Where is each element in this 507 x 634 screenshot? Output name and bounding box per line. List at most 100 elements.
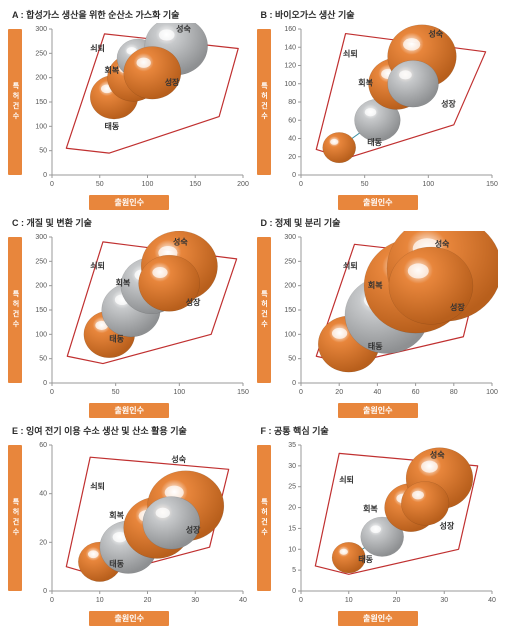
xtick-label: 50	[112, 389, 120, 396]
xlabel-box: 출원인수	[338, 403, 418, 418]
plot-area: 020406080100120140160050100150성숙쇠퇴회복성장태동	[273, 23, 500, 193]
panel-D: D : 정제 및 분리 기술 특허건수 05010015020025030002…	[257, 216, 500, 418]
xtick-label: 50	[96, 181, 104, 188]
ytick-label: 200	[284, 283, 296, 290]
xlabel-box: 출원인수	[89, 611, 169, 626]
bubble-highlight	[137, 58, 151, 68]
stage-label: 성숙	[428, 28, 443, 38]
stage-label: 회복	[116, 278, 131, 288]
xlabel-box: 출원인수	[338, 195, 418, 210]
stage-label: 성장	[441, 99, 456, 109]
bubble-highlight	[339, 549, 347, 555]
xtick-label: 40	[239, 597, 247, 604]
stage-label: 성장	[186, 525, 201, 535]
xtick-label: 10	[96, 597, 104, 604]
stage-label: 회복	[358, 78, 373, 88]
panel-title: B : 바이오가스 생산 기술	[261, 8, 500, 21]
ytick-label: 300	[284, 234, 296, 241]
panel-title: D : 정제 및 분리 기술	[261, 216, 500, 229]
ytick-label: 35	[288, 442, 296, 449]
bubble-highlight	[370, 525, 381, 533]
xtick-label: 20	[144, 597, 152, 604]
panel-A: A : 합성가스 생산을 위한 순산소 가스화 기술 특허건수 05010015…	[8, 8, 251, 210]
ytick-label: 15	[288, 525, 296, 532]
ytick-label: 300	[35, 234, 47, 241]
ytick-label: 10	[288, 546, 296, 553]
ytick-label: 40	[288, 136, 296, 143]
bubble-highlight	[330, 139, 338, 145]
bubble-highlight	[421, 461, 438, 473]
ytick-label: 200	[35, 75, 47, 82]
ytick-label: 100	[35, 331, 47, 338]
ylabel-text: 특허건수	[10, 498, 20, 538]
bubble-highlight	[152, 267, 167, 278]
ytick-label: 0	[43, 380, 47, 387]
ylabel-text: 특허건수	[10, 290, 20, 330]
xtick-label: 200	[237, 181, 249, 188]
ytick-label: 250	[284, 258, 296, 265]
ytick-label: 40	[39, 491, 47, 498]
xtick-label: 30	[191, 597, 199, 604]
stage-label: 쇠퇴	[90, 43, 105, 53]
xlabel-box: 출원인수	[338, 611, 418, 626]
xtick-label: 50	[360, 181, 368, 188]
stage-label: 성숙	[429, 450, 444, 460]
stage-label: 회복	[363, 504, 378, 514]
bubble-highlight	[364, 108, 375, 116]
bubble-highlight	[407, 263, 428, 278]
xtick-label: 40	[488, 597, 496, 604]
panel-F: F : 공통 핵심 기술 특허건수 0510152025303501020304…	[257, 424, 500, 626]
ylabel-text: 특허건수	[259, 498, 269, 538]
ytick-label: 20	[288, 154, 296, 161]
bubble-highlight	[399, 70, 412, 79]
panel-C: C : 개질 및 변환 기술 특허건수 05010015020025030005…	[8, 216, 251, 418]
xtick-label: 0	[299, 597, 303, 604]
ytick-label: 250	[35, 50, 47, 57]
ytick-label: 60	[288, 117, 296, 124]
ytick-label: 20	[39, 539, 47, 546]
plot-area: 050100150200250300050100150성숙쇠퇴회복성장태동	[24, 231, 251, 401]
ytick-label: 0	[292, 380, 296, 387]
stage-label: 회복	[109, 510, 124, 520]
ytick-label: 0	[292, 172, 296, 179]
ytick-label: 50	[288, 356, 296, 363]
xtick-label: 100	[173, 389, 185, 396]
xtick-label: 150	[486, 181, 498, 188]
ytick-label: 20	[288, 505, 296, 512]
ylabel-box: 특허건수	[257, 29, 271, 175]
ytick-label: 80	[288, 99, 296, 106]
stage-label: 성숙	[176, 23, 191, 33]
stage-label: 성숙	[171, 454, 186, 464]
stage-label: 태동	[109, 559, 124, 569]
bubble-highlight	[403, 38, 420, 50]
xtick-label: 20	[335, 389, 343, 396]
stage-label: 태동	[367, 341, 382, 351]
xtick-label: 0	[299, 389, 303, 396]
plot-area: 05101520253035010203040성숙쇠퇴회복성장태동	[273, 439, 500, 609]
xtick-label: 0	[50, 181, 54, 188]
xtick-label: 100	[142, 181, 154, 188]
ylabel-text: 특허건수	[259, 82, 269, 122]
bubble-highlight	[156, 508, 170, 518]
bubble	[401, 481, 449, 525]
ytick-label: 50	[39, 148, 47, 155]
stage-label: 쇠퇴	[339, 475, 354, 485]
bubble	[387, 60, 438, 107]
bubble-highlight	[412, 491, 424, 500]
bubble-highlight	[331, 328, 346, 339]
bubble-highlight	[159, 29, 175, 40]
plot-area: 0204060010203040성숙쇠퇴회복성장태동	[24, 439, 251, 609]
panel-title: A : 합성가스 생산을 위한 순산소 가스화 기술	[12, 8, 251, 21]
ytick-label: 100	[35, 123, 47, 130]
xlabel-box: 출원인수	[89, 195, 169, 210]
ylabel-box: 특허건수	[8, 237, 22, 383]
xtick-label: 20	[392, 597, 400, 604]
xtick-label: 60	[411, 389, 419, 396]
bubble	[124, 46, 181, 99]
panel-title: F : 공통 핵심 기술	[261, 424, 500, 437]
stage-label: 쇠퇴	[90, 481, 105, 491]
xtick-label: 150	[237, 389, 249, 396]
stage-label: 태동	[109, 334, 124, 344]
stage-label: 성숙	[434, 239, 449, 249]
xtick-label: 0	[50, 597, 54, 604]
